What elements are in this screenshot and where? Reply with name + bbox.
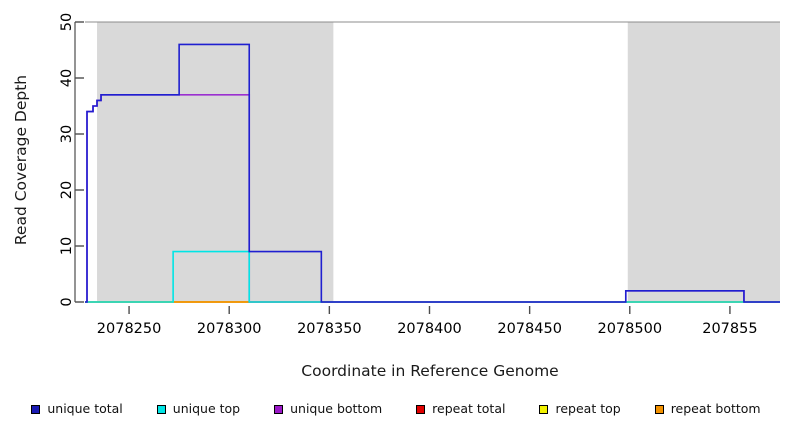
legend-item-repeat-total[interactable]: repeat total: [416, 400, 506, 416]
y-tick-label: 0: [59, 297, 75, 306]
legend-item-repeat-bottom[interactable]: repeat bottom: [654, 400, 761, 416]
y-tick-label: 20: [59, 181, 75, 199]
legend-label: repeat top: [555, 400, 621, 416]
legend-item-repeat-top[interactable]: repeat top: [539, 400, 621, 416]
y-tick-label: 40: [59, 69, 75, 87]
x-tick-label: 2078300: [197, 321, 262, 337]
legend-label: repeat total: [432, 400, 506, 416]
y-axis-title: Read Coverage Depth: [12, 75, 30, 245]
y-tick-label: 50: [59, 13, 75, 31]
legend-swatch-icon: [156, 404, 166, 414]
legend-swatch-icon: [654, 404, 664, 414]
x-tick-label: 2078350: [297, 321, 362, 337]
shaded-region-2: [627, 22, 780, 302]
legend-item-unique-bottom[interactable]: unique bottom: [274, 400, 383, 416]
x-tick-label: 2078500: [597, 321, 662, 337]
x-tick-label: 207855: [702, 321, 757, 337]
data-series: [85, 43, 780, 303]
y-tick-label: 30: [59, 125, 75, 143]
tick-labels: 0 10 20 30 40 50 2078250 2078300 2078350 2078400 2…: [59, 13, 758, 337]
shaded-region-1: [97, 22, 334, 302]
axes: [74, 21, 731, 314]
chart-legend: unique total unique top unique bottom repea…: [0, 398, 792, 420]
legend-item-unique-total[interactable]: unique total: [31, 400, 123, 416]
legend-label: unique top: [172, 400, 241, 416]
x-tick-label: 2078450: [497, 321, 562, 337]
x-axis-title: Coordinate in Reference Genome: [301, 362, 558, 380]
legend-label: unique bottom: [290, 400, 383, 416]
legend-item-unique-top[interactable]: unique top: [156, 400, 241, 416]
legend-swatch-icon: [416, 404, 426, 414]
legend-swatch-icon: [274, 404, 284, 414]
shaded-regions: [97, 22, 780, 302]
y-tick-label: 10: [59, 237, 75, 255]
legend-label: repeat bottom: [670, 400, 761, 416]
legend-swatch-icon: [539, 404, 549, 414]
x-tick-label: 2078400: [397, 321, 462, 337]
series-line-unique-total: [85, 43, 780, 303]
legend-swatch-icon: [31, 404, 41, 414]
x-tick-label: 2078250: [97, 321, 162, 337]
legend-label: unique total: [47, 400, 123, 416]
